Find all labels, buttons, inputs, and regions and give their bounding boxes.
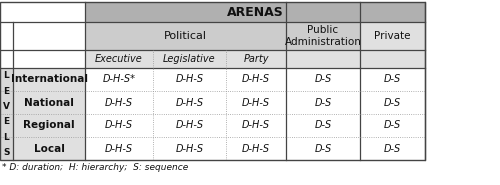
Bar — [13, 137, 85, 160]
Bar — [85, 68, 425, 91]
Bar — [85, 22, 286, 50]
Bar — [85, 91, 425, 114]
Text: D-H-S: D-H-S — [242, 97, 270, 107]
Text: Public
Administration: Public Administration — [284, 25, 362, 47]
Bar — [13, 68, 85, 91]
Bar — [85, 114, 425, 137]
Bar — [0, 2, 13, 68]
Text: D-S: D-S — [384, 75, 401, 85]
Text: D-S: D-S — [384, 144, 401, 154]
Text: Party: Party — [243, 54, 269, 64]
Text: D-H-S*: D-H-S* — [102, 75, 136, 85]
Text: D-S: D-S — [314, 144, 332, 154]
Text: National: National — [24, 97, 74, 107]
Bar — [0, 2, 425, 160]
Text: Regional: Regional — [23, 120, 75, 130]
Text: Private: Private — [374, 31, 411, 41]
Text: D-H-S: D-H-S — [242, 120, 270, 130]
Text: D-S: D-S — [314, 97, 332, 107]
Bar — [85, 2, 425, 22]
Text: Legislative: Legislative — [163, 54, 216, 64]
Text: D-H-S: D-H-S — [242, 75, 270, 85]
Text: ARENAS: ARENAS — [226, 6, 283, 18]
Text: D-H-S: D-H-S — [105, 120, 133, 130]
Text: D-H-S: D-H-S — [242, 144, 270, 154]
Text: E: E — [4, 117, 10, 126]
Text: Executive: Executive — [95, 54, 143, 64]
Bar — [0, 50, 85, 68]
Bar — [0, 137, 13, 160]
Bar — [360, 22, 425, 50]
Bar — [0, 22, 85, 50]
Text: L: L — [4, 71, 10, 80]
Bar — [0, 91, 13, 114]
Bar — [286, 22, 360, 50]
Text: S: S — [4, 148, 10, 157]
Text: Local: Local — [34, 144, 64, 154]
Bar — [286, 50, 425, 68]
Text: E: E — [4, 87, 10, 95]
Text: D-H-S: D-H-S — [105, 144, 133, 154]
Bar — [0, 2, 85, 22]
Text: V: V — [3, 102, 10, 111]
Bar — [85, 137, 425, 160]
Bar — [85, 50, 286, 68]
Text: International: International — [10, 75, 88, 85]
Bar — [13, 114, 85, 137]
Text: D-H-S: D-H-S — [176, 75, 204, 85]
Text: Political: Political — [164, 31, 207, 41]
Bar — [0, 114, 13, 137]
Text: D-H-S: D-H-S — [176, 144, 204, 154]
Bar — [0, 68, 13, 91]
Bar — [13, 91, 85, 114]
Text: D-H-S: D-H-S — [176, 120, 204, 130]
Text: D-H-S: D-H-S — [176, 97, 204, 107]
Text: * D: duration;  H: hierarchy;  S: sequence: * D: duration; H: hierarchy; S: sequence — [2, 164, 188, 172]
Text: D-S: D-S — [314, 75, 332, 85]
Text: D-S: D-S — [384, 120, 401, 130]
Text: D-S: D-S — [384, 97, 401, 107]
Text: D-S: D-S — [314, 120, 332, 130]
Text: D-H-S: D-H-S — [105, 97, 133, 107]
Text: L: L — [4, 132, 10, 142]
